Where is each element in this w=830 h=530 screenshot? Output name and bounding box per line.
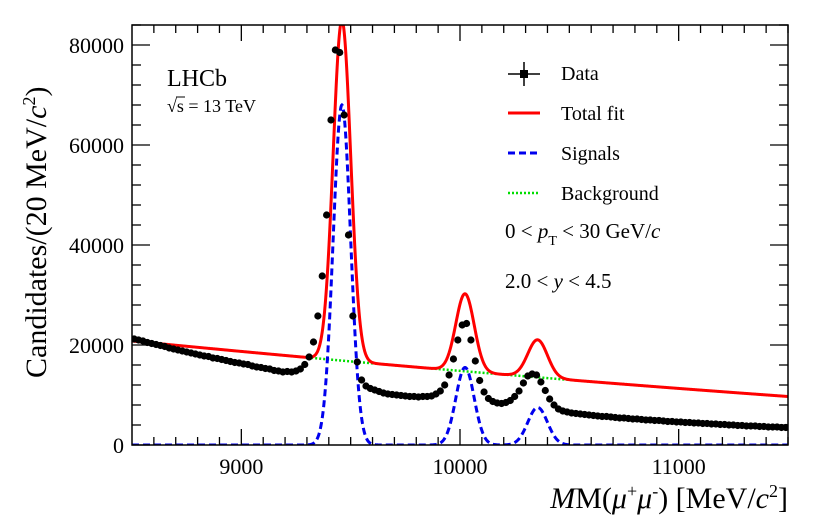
pt-range-annotation: 0 < pT < 30 GeV/c [505, 219, 661, 249]
data-point [511, 392, 519, 401]
data-point [546, 395, 554, 403]
data-points [132, 46, 788, 432]
data-point [327, 116, 335, 124]
data-point [296, 365, 304, 373]
data-point [476, 376, 484, 385]
legend-data-marker [508, 62, 540, 86]
data-point [314, 312, 322, 320]
energy-label: √s = 13 TeV [167, 96, 256, 116]
data-point [515, 387, 523, 395]
y-tick-label: 40000 [69, 233, 124, 258]
y-range-annotation: 2.0 < y < 4.5 [505, 269, 612, 293]
data-point [537, 378, 545, 386]
data-point [305, 353, 313, 361]
data-point [532, 371, 541, 379]
data-point [782, 423, 788, 432]
y-tick-label: 80000 [69, 33, 124, 58]
y-tick-label: 0 [113, 433, 124, 458]
axis-tick-labels: 9000 10000 11000 0 20000 40000 60000 80000 [69, 33, 706, 479]
legend-total-fit-label: Total fit [561, 103, 625, 125]
signals-curve [132, 102, 788, 445]
axis-ticks [132, 24, 789, 446]
total-fit-curve [132, 25, 788, 398]
plot-frame [131, 24, 789, 446]
data-point [349, 312, 357, 320]
legend-data-label: Data [561, 63, 599, 85]
y-tick-label: 20000 [69, 333, 124, 358]
data-point [449, 355, 458, 363]
legend-signals-label: Signals [561, 143, 620, 165]
data-point [323, 211, 331, 219]
y-axis-title: Candidates/(20 MeV/c2) [19, 87, 53, 378]
data-point [462, 319, 471, 328]
x-tick-label: 10000 [433, 454, 488, 479]
data-point [480, 388, 488, 396]
data-point [309, 338, 318, 346]
data-point [467, 336, 475, 344]
data-point [301, 360, 309, 369]
data-point [519, 379, 528, 387]
data-point [336, 48, 344, 57]
x-tick-label: 9000 [219, 454, 263, 479]
data-point [318, 272, 326, 280]
data-point [445, 371, 453, 379]
legend: Data Total fit Signals Background [508, 62, 659, 205]
data-point [541, 386, 549, 395]
data-point [436, 387, 444, 395]
data-point [340, 111, 348, 119]
data-point [358, 376, 366, 384]
data-point [471, 357, 479, 365]
x-axis-title: MM(μ+μ-) [MeV/c2] [549, 481, 788, 515]
data-point [441, 381, 449, 389]
data-point [454, 336, 462, 344]
x-tick-label: 11000 [652, 454, 706, 479]
data-point [353, 358, 361, 366]
experiment-label: LHCb [167, 66, 227, 92]
y-tick-label: 60000 [69, 133, 124, 158]
legend-background-label: Background [561, 183, 659, 205]
data-point [344, 231, 353, 239]
